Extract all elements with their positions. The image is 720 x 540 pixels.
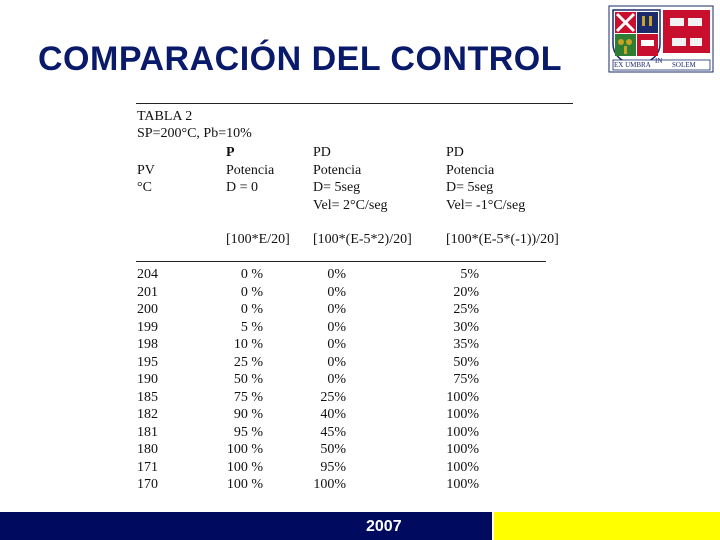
cell-p: 95 % <box>233 424 263 440</box>
cell-p: 100 % <box>226 477 263 492</box>
cell-pd1: 0% <box>327 337 346 352</box>
cell-p: 75 % <box>233 389 263 405</box>
table-params: SP=200°C, Pb=10% <box>137 126 252 141</box>
cell-pd1: 95% <box>320 459 346 475</box>
col-label-p: P <box>226 145 235 160</box>
cell-pd2: 100% <box>446 459 479 475</box>
pv-label: PV <box>137 163 155 178</box>
crest-icon <box>608 5 714 73</box>
university-logo: EX UMBRA IN SOLEM <box>608 4 714 74</box>
potencia-p: Potencia <box>226 163 275 178</box>
potencia-pd1: Potencia <box>313 163 362 178</box>
cell-pv: 198 <box>137 337 158 352</box>
cell-pd2: 20% <box>453 284 479 300</box>
cell-pd1: 0% <box>327 302 346 317</box>
cell-pv: 185 <box>137 389 158 405</box>
formula-pd2: [100*(E-5*(-1))/20] <box>446 232 559 247</box>
cell-pv: 171 <box>137 459 158 475</box>
formula-pd1: [100*(E-5*2)/20] <box>313 232 412 247</box>
cell-pv: 199 <box>137 319 158 335</box>
cell-pd2: 30% <box>453 319 479 335</box>
footer-year: 2007 <box>366 518 402 535</box>
cell-pd1: 45% <box>320 424 346 440</box>
cell-p: 0 % <box>240 267 263 282</box>
formula-p: [100*E/20] <box>226 232 290 247</box>
logo-motto-right: SOLEM <box>672 61 696 69</box>
cell-pd2: 5% <box>460 267 479 282</box>
p-d-value: D = 0 <box>226 180 259 195</box>
cell-pd1: 0% <box>327 372 346 387</box>
cell-pd1: 0% <box>327 284 346 300</box>
data-table: TABLA 2 SP=200°C, Pb=10% P PD PD PV Pote… <box>136 103 573 492</box>
cell-pd1: 40% <box>320 407 346 422</box>
pd1-vel: Vel= 2°C/seg <box>313 198 388 213</box>
cell-pd2: 100% <box>446 477 479 492</box>
cell-p: 100 % <box>226 442 263 457</box>
cell-p: 25 % <box>233 354 263 370</box>
cell-pd2: 25% <box>453 302 479 317</box>
cell-pv: 190 <box>137 372 158 387</box>
cell-pd2: 50% <box>453 354 479 370</box>
cell-p: 0 % <box>240 302 263 317</box>
cell-pv: 200 <box>137 302 158 317</box>
logo-motto-left: EX UMBRA <box>614 61 651 69</box>
slide-title: COMPARACIÓN DEL CONTROL <box>38 40 563 78</box>
cell-pv: 182 <box>137 407 158 422</box>
col-label-pd1: PD <box>313 145 331 160</box>
cell-pd2: 100% <box>446 389 479 405</box>
cell-pv: 201 <box>137 284 158 300</box>
cell-pv: 180 <box>137 442 158 457</box>
pd2-d-value: D= 5seg <box>446 180 494 195</box>
pd2-vel: Vel= -1°C/seg <box>446 198 526 213</box>
table-top-rule <box>136 103 573 104</box>
footer-yellow-block <box>494 512 720 540</box>
cell-p: 5 % <box>240 319 263 335</box>
cell-p: 90 % <box>233 407 263 422</box>
cell-p: 50 % <box>233 372 263 387</box>
cell-pv: 195 <box>137 354 158 370</box>
table-header-rule <box>136 261 546 262</box>
pd1-d-value: D= 5seg <box>313 180 361 195</box>
cell-pd1: 0% <box>327 267 346 282</box>
cell-pv: 204 <box>137 267 158 282</box>
cell-pd1: 100% <box>313 477 346 492</box>
cell-p: 10 % <box>233 337 263 352</box>
cell-pd1: 0% <box>327 354 346 370</box>
potencia-pd2: Potencia <box>446 163 495 178</box>
cell-pd1: 25% <box>320 389 346 405</box>
cell-pd2: 100% <box>446 442 479 457</box>
cell-pv: 181 <box>137 424 158 440</box>
footer-bar: 2007 <box>0 512 720 540</box>
table-caption: TABLA 2 <box>137 109 193 124</box>
cell-p: 100 % <box>226 459 263 475</box>
cell-pd2: 100% <box>446 424 479 440</box>
cell-pd2: 75% <box>453 372 479 387</box>
col-label-pd2: PD <box>446 145 464 160</box>
cell-pv: 170 <box>137 477 158 492</box>
unit-label: °C <box>137 180 152 195</box>
footer-navy-block <box>0 512 492 540</box>
cell-pd2: 35% <box>453 337 479 352</box>
logo-motto-mid: IN <box>655 57 663 65</box>
cell-p: 0 % <box>240 284 263 300</box>
cell-pd2: 100% <box>446 407 479 422</box>
cell-pd1: 0% <box>327 319 346 335</box>
cell-pd1: 50% <box>320 442 346 457</box>
